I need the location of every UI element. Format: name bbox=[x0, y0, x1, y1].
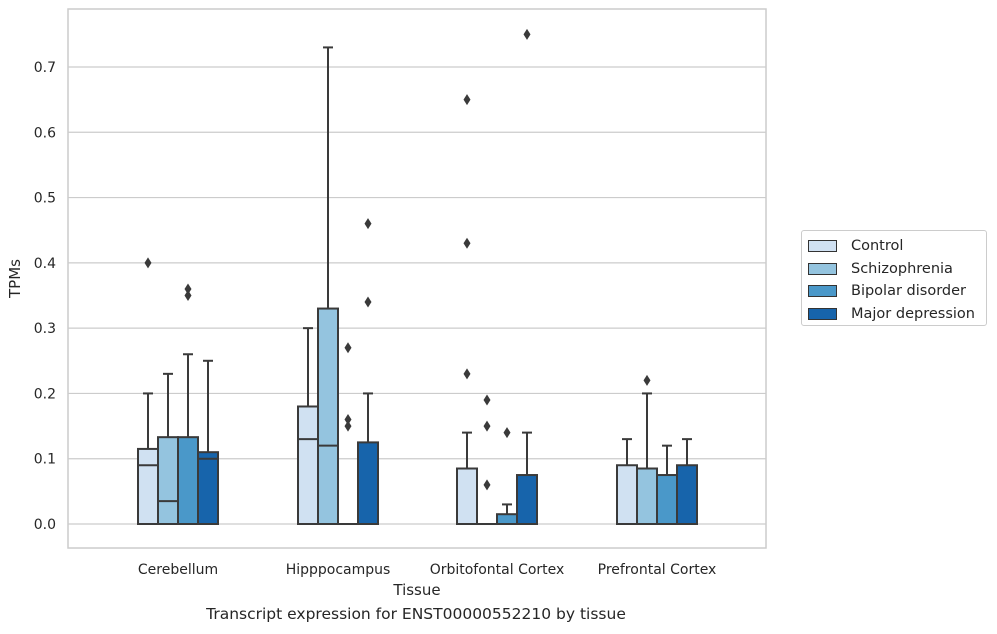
x-tick-label: Prefrontal Cortex bbox=[598, 562, 717, 578]
y-axis-ticks: 0.0 0.1 0.2 0.3 0.4 0.5 0.6 0.7 bbox=[34, 60, 56, 533]
legend-swatch bbox=[808, 307, 837, 320]
outlier-point bbox=[344, 420, 352, 432]
outlier-point bbox=[643, 374, 651, 386]
box-major-depression-1 bbox=[357, 218, 379, 525]
box-control-3 bbox=[616, 438, 638, 526]
y-tick-label: 0.6 bbox=[34, 125, 56, 141]
box-body bbox=[676, 464, 698, 526]
legend: Control Schizophrenia Bipolar disorder Majo… bbox=[801, 230, 987, 326]
box-control-0 bbox=[137, 257, 159, 526]
legend-label: Bipolar disorder bbox=[851, 283, 966, 300]
x-tick-label: Cerebellum bbox=[138, 562, 218, 578]
box-control-2 bbox=[456, 94, 478, 525]
box-body bbox=[456, 467, 478, 525]
box-major-depression-2 bbox=[516, 28, 538, 525]
y-axis-label: TPMs bbox=[6, 259, 24, 299]
legend-item: Major depression bbox=[808, 303, 986, 326]
box-schizophrenia-0 bbox=[157, 372, 179, 525]
outlier-point bbox=[364, 218, 372, 230]
box-body bbox=[656, 474, 678, 525]
outlier-point bbox=[144, 257, 152, 269]
box-major-depression-3 bbox=[676, 438, 698, 526]
outlier-point bbox=[184, 289, 192, 301]
box-bipolar-disorder-1 bbox=[337, 342, 359, 526]
legend-swatch bbox=[808, 240, 837, 253]
box-body bbox=[317, 307, 339, 526]
box-schizophrenia-2 bbox=[476, 394, 498, 526]
y-tick-label: 0.7 bbox=[34, 60, 56, 76]
legend-item: Bipolar disorder bbox=[808, 280, 986, 303]
outlier-point bbox=[483, 420, 491, 432]
box-body bbox=[137, 447, 159, 526]
outlier-point bbox=[483, 394, 491, 406]
box-bipolar-disorder-3 bbox=[656, 444, 678, 525]
box-major-depression-0 bbox=[197, 359, 219, 525]
outlier-point bbox=[463, 368, 471, 380]
box-plots bbox=[137, 28, 698, 526]
box-body bbox=[157, 436, 179, 525]
outlier-point bbox=[483, 479, 491, 491]
box-body bbox=[357, 441, 379, 525]
legend-item: Control bbox=[808, 235, 986, 258]
box-body bbox=[197, 451, 219, 525]
box-schizophrenia-1 bbox=[317, 46, 339, 526]
outlier-point bbox=[184, 283, 192, 295]
legend-label: Control bbox=[851, 238, 904, 255]
x-axis-label: Tissue bbox=[392, 581, 440, 599]
legend-item: Schizophrenia bbox=[808, 258, 986, 281]
box-body bbox=[177, 436, 199, 525]
box-body bbox=[616, 464, 638, 526]
x-axis-ticks: Cerebellum Hipppocampus Orbitofontal Corte… bbox=[138, 562, 716, 578]
box-bipolar-disorder-2 bbox=[496, 427, 518, 525]
outlier-point bbox=[523, 28, 531, 40]
x-tick-label: Hipppocampus bbox=[286, 562, 391, 578]
y-tick-label: 0.5 bbox=[34, 191, 56, 207]
outlier-point bbox=[503, 427, 511, 439]
outlier-point bbox=[364, 296, 372, 308]
box-control-1 bbox=[297, 327, 319, 525]
y-tick-label: 0.2 bbox=[34, 386, 56, 402]
outlier-point bbox=[344, 414, 352, 426]
legend-swatch bbox=[808, 262, 837, 275]
outlier-point bbox=[344, 342, 352, 354]
y-tick-label: 0.3 bbox=[34, 321, 56, 337]
chart-caption: Transcript expression for ENST0000055221… bbox=[206, 605, 626, 623]
legend-label: Major depression bbox=[851, 305, 975, 322]
x-tick-label: Orbitofontal Cortex bbox=[430, 562, 565, 578]
legend-swatch bbox=[808, 285, 837, 298]
box-body bbox=[496, 513, 518, 525]
legend-label: Schizophrenia bbox=[851, 260, 953, 277]
box-bipolar-disorder-0 bbox=[177, 283, 199, 525]
box-body bbox=[516, 474, 538, 525]
plot-frame bbox=[67, 8, 767, 549]
y-tick-label: 0.1 bbox=[34, 452, 56, 468]
outlier-point bbox=[463, 94, 471, 106]
box-schizophrenia-3 bbox=[636, 374, 658, 525]
box-body bbox=[297, 405, 319, 525]
y-tick-label: 0.0 bbox=[34, 517, 56, 533]
outlier-point bbox=[463, 237, 471, 249]
box-body bbox=[636, 467, 658, 525]
y-tick-label: 0.4 bbox=[34, 256, 56, 272]
